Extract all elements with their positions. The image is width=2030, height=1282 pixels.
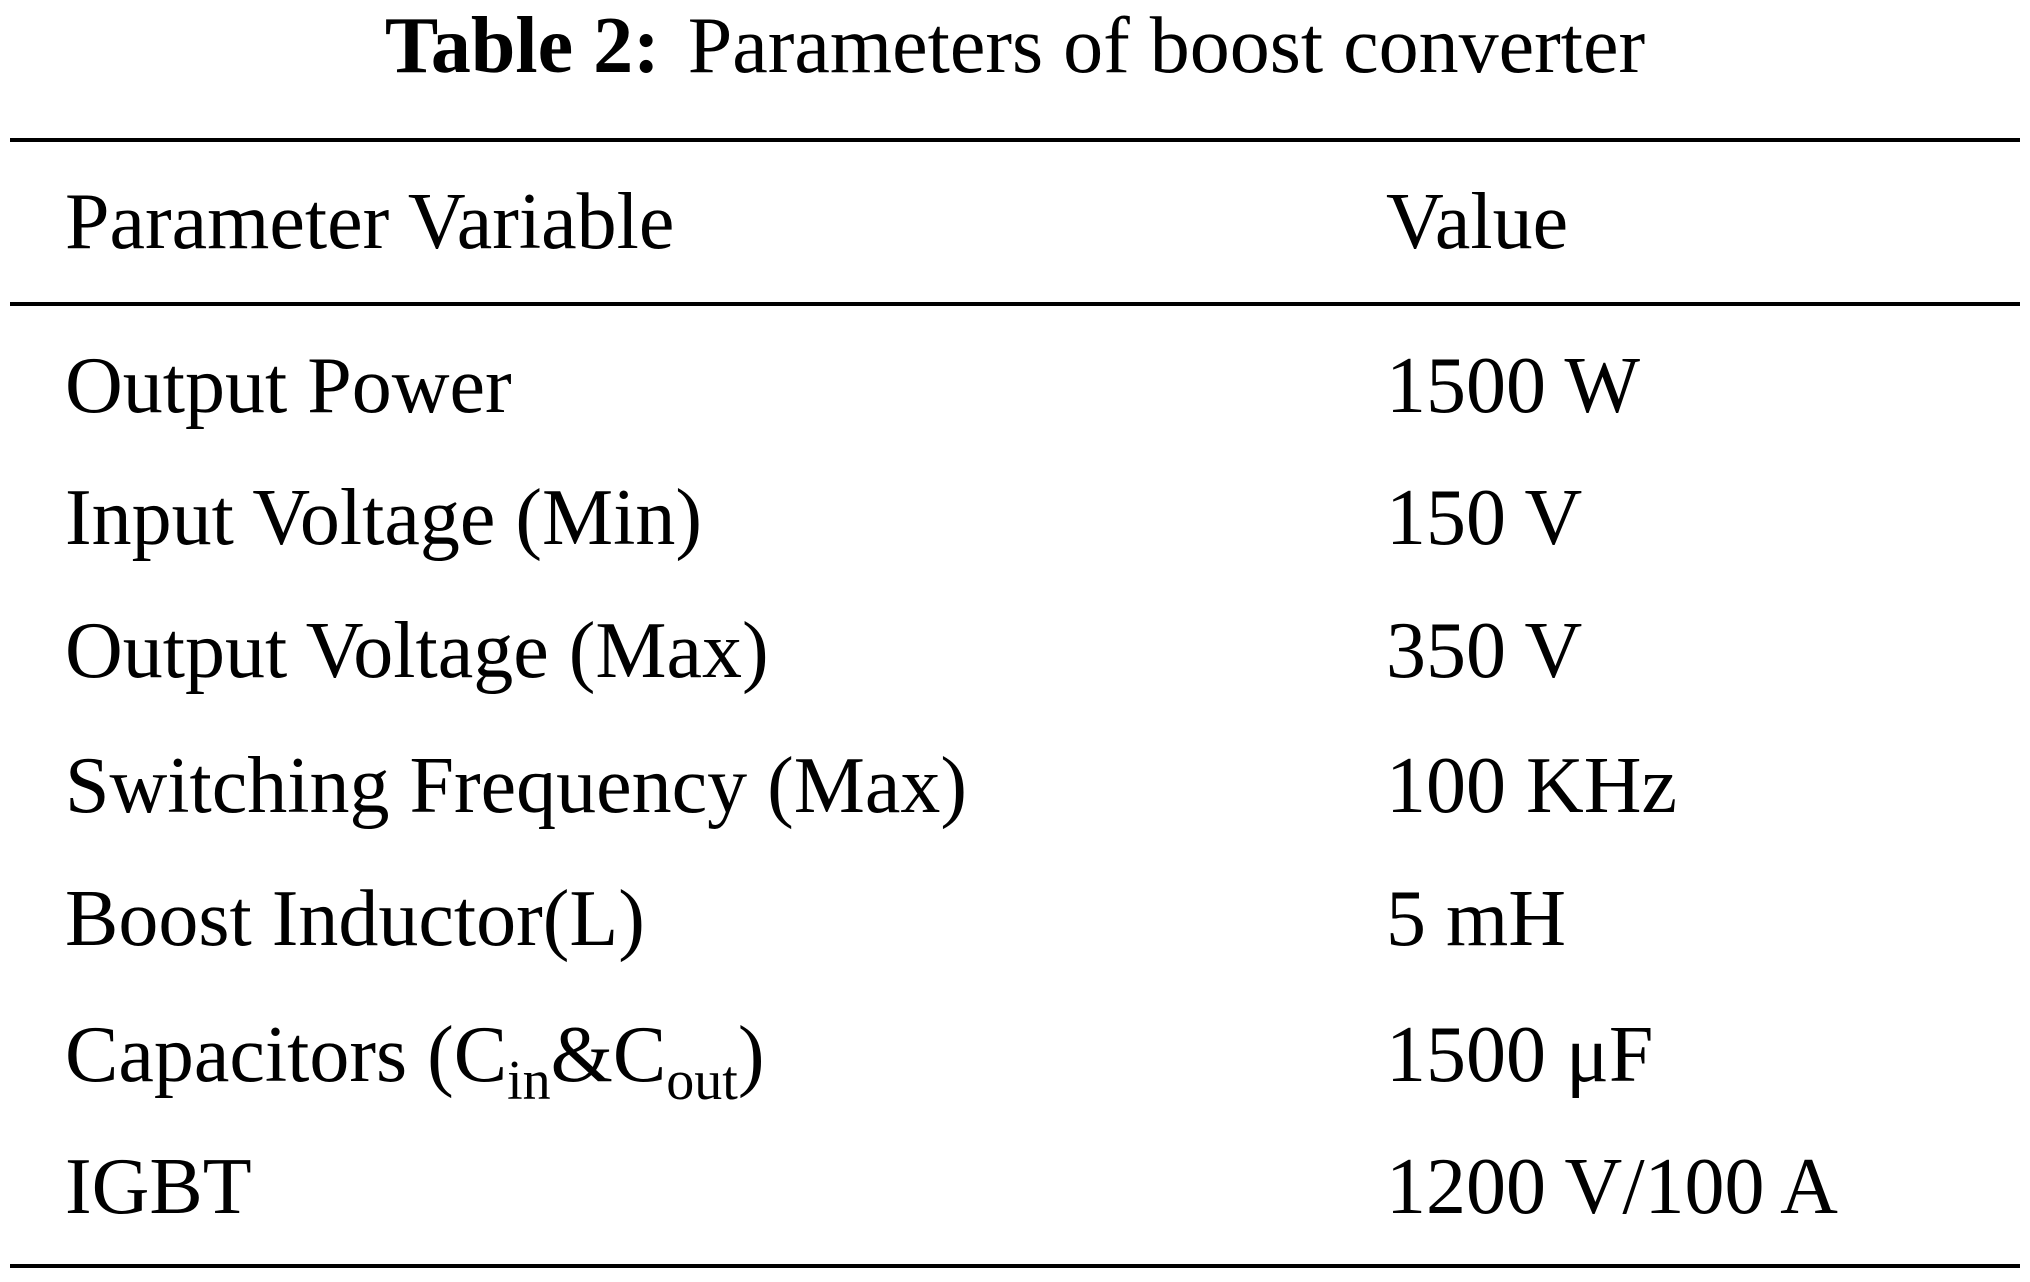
table-cell: 1200 V/100 A [1386, 1143, 1838, 1231]
subscript: out [666, 1050, 738, 1112]
text-segment: ) [737, 1011, 765, 1099]
caption-label: Table 2: [384, 2, 660, 90]
table-caption: Table 2: Parameters of boost converter [0, 0, 2030, 92]
table-cell: Boost Inductor(L) [65, 875, 645, 963]
bottom-rule [10, 1264, 2020, 1268]
top-rule [10, 138, 2020, 142]
table-cell: Input Voltage (Min) [65, 474, 702, 562]
table-cell: Output Voltage (Max) [65, 607, 769, 695]
header-cell: Parameter Variable [65, 178, 675, 266]
table-cell: 5 mH [1386, 875, 1566, 963]
table-cell: Output Power [65, 342, 512, 430]
header-rule [10, 302, 2020, 306]
caption-title: Parameters of boost converter [687, 2, 1646, 90]
text-segment: &C [550, 1011, 667, 1099]
table-cell: Switching Frequency (Max) [65, 742, 968, 830]
table-cell: 150 V [1386, 474, 1583, 562]
table-cell: 1500 μF [1386, 1011, 1654, 1099]
table-cell: Capacitors (Cin&Cout) [65, 1005, 765, 1109]
table-cell: 350 V [1386, 607, 1583, 695]
text-segment: Capacitors (C [65, 1011, 508, 1099]
table-cell: 100 KHz [1386, 742, 1678, 830]
subscript: in [507, 1050, 551, 1112]
table-cell: 1500 W [1386, 342, 1641, 430]
header-cell: Value [1386, 178, 1569, 266]
table-cell: IGBT [65, 1143, 252, 1231]
